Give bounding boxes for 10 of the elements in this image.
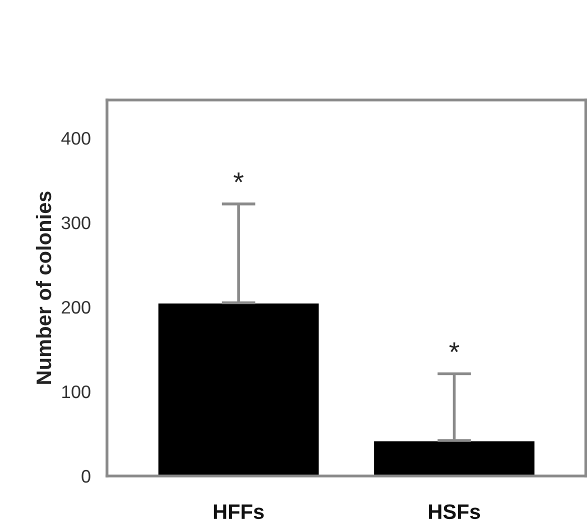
y-tick-label: 0	[82, 470, 90, 483]
y-axis-title: Number of colonies	[36, 192, 52, 384]
y-tick-label: 300	[62, 216, 90, 230]
y-tick-label: 400	[61, 132, 90, 145]
x-tick-label: HSFs	[429, 504, 480, 520]
annotation: *	[449, 342, 460, 352]
x-tick-label: HFFs	[214, 504, 264, 520]
y-tick-label: 100	[62, 385, 90, 398]
annotation: *	[234, 172, 244, 182]
y-tick-label: 200	[62, 300, 90, 314]
